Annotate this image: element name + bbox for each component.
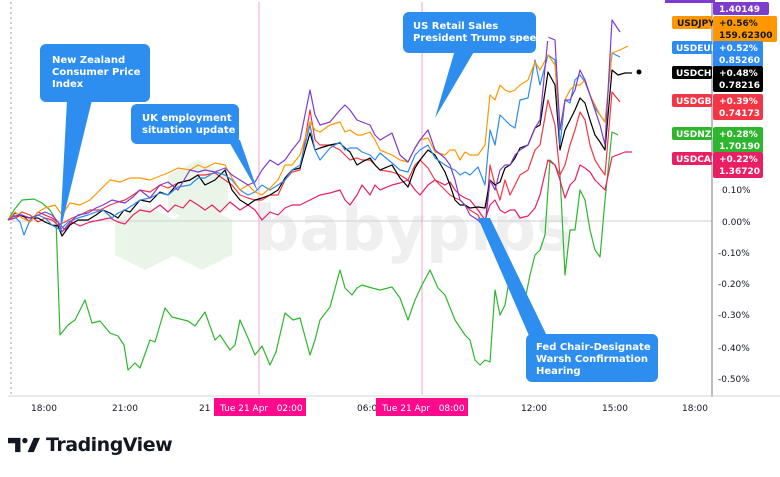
legend-tag-usdchf[interactable]: USDCHF +0.48% 0.78216 xyxy=(672,66,763,92)
callout-us-retail[interactable]: US Retail Sales President Trump speech xyxy=(403,12,549,118)
svg-text:21: 21 xyxy=(199,404,210,414)
legend-usdjpy-price: 159.62300 xyxy=(719,31,773,41)
legend-usdnzd-symbol: USDNZD xyxy=(676,130,719,140)
legend-usdgbp-price: 0.74173 xyxy=(719,109,760,119)
callout-uk-employment[interactable]: UK employment situation update xyxy=(131,104,258,192)
legend-usdjpy-change: +0.56% xyxy=(719,19,758,29)
svg-text:18:00: 18:00 xyxy=(31,404,57,414)
legend-tag-usdjpy[interactable]: USDJPY +0.56% 159.62300 xyxy=(672,16,777,42)
legend-tag-usdcad[interactable]: USDCAD +0.22% 1.36720 xyxy=(672,152,763,178)
x-axis-ticks: 18:00 21:00 21 06:0 12:00 15:00 18:00 xyxy=(31,404,708,414)
time-axis[interactable] xyxy=(8,397,712,419)
svg-text:-0.40%: -0.40% xyxy=(718,344,750,354)
svg-text:0.10%: 0.10% xyxy=(722,186,751,196)
series-usdnzd[interactable] xyxy=(7,131,619,371)
legend-usdgbp-symbol: USDGBP xyxy=(676,97,719,107)
legend-tag-purple[interactable]: 1.40149 xyxy=(665,0,769,15)
callout-uk-line1: UK employment xyxy=(142,113,232,124)
callout-uk-line2: situation update xyxy=(142,125,236,136)
series-usdchf[interactable] xyxy=(7,69,632,237)
legend-usdcad-change: +0.22% xyxy=(719,155,758,165)
legend-usdnzd-change: +0.28% xyxy=(719,130,758,140)
svg-text:0.00%: 0.00% xyxy=(722,218,751,228)
callout-fed-line3: Hearing xyxy=(536,366,581,377)
svg-text:18:00: 18:00 xyxy=(682,404,708,414)
time-marker-0800[interactable]: Tue 21 Apr 08:00 xyxy=(376,398,468,416)
time-marker-0800-label: Tue 21 Apr 08:00 xyxy=(381,404,465,414)
svg-text:-0.10%: -0.10% xyxy=(718,249,750,259)
legend-usdgbp-change: +0.39% xyxy=(719,97,758,107)
legend-usdeur-symbol: USDEUR xyxy=(676,44,718,54)
callout-fed-hearing[interactable]: Fed Chair-Designate Warsh Confirmation H… xyxy=(478,218,658,382)
legend-usdjpy-symbol: USDJPY xyxy=(677,19,715,29)
tradingview-logo[interactable]: TradingView xyxy=(8,433,173,457)
svg-text:06:0: 06:0 xyxy=(357,404,377,414)
callout-us-line2: President Trump speech xyxy=(413,33,549,44)
callout-fed-line2: Warsh Confirmation xyxy=(536,354,648,365)
legend-usdchf-symbol: USDCHF xyxy=(676,69,718,79)
callout-nz-cpi-line2: Consumer Price xyxy=(52,67,141,78)
svg-text:12:00: 12:00 xyxy=(521,404,547,414)
callout-nz-cpi-line3: Index xyxy=(52,79,84,90)
legend-tag-usdgbp[interactable]: USDGBP +0.39% 0.74173 xyxy=(672,94,763,120)
tradingview-wordmark: TradingView xyxy=(46,434,173,456)
legend-usdnzd-price: 1.70190 xyxy=(719,142,760,152)
legend-usdcad-price: 1.36720 xyxy=(719,167,760,177)
svg-text:-0.20%: -0.20% xyxy=(718,280,750,290)
tradingview-logo-icon xyxy=(8,437,40,453)
callout-nz-cpi-line1: New Zealand xyxy=(52,55,125,66)
callout-us-line1: US Retail Sales xyxy=(413,21,498,32)
legend-usdchf-price: 0.78216 xyxy=(719,81,760,91)
series-usd-purple[interactable] xyxy=(7,19,621,233)
legend-usdeur-price: 0.85260 xyxy=(719,56,760,66)
svg-text:-0.30%: -0.30% xyxy=(718,311,750,321)
watermark-text: babypips xyxy=(255,192,573,265)
series-usdcad[interactable] xyxy=(7,151,632,231)
legend-usdchf-change: +0.48% xyxy=(719,69,758,79)
legend-usdeur-change: +0.52% xyxy=(719,44,758,54)
callout-nz-cpi[interactable]: New Zealand Consumer Price Index xyxy=(40,44,150,232)
svg-text:21:00: 21:00 xyxy=(112,404,138,414)
legend-usdcad-symbol: USDCAD xyxy=(676,155,718,165)
y-axis-ticks: 0.10% 0.00% -0.10% -0.20% -0.30% -0.40% … xyxy=(718,186,751,385)
svg-text:15:00: 15:00 xyxy=(602,404,628,414)
time-marker-0200-label: Tue 21 Apr 02:00 xyxy=(219,404,303,414)
legend-purple-price: 1.40149 xyxy=(719,5,760,15)
svg-text:-0.50%: -0.50% xyxy=(718,375,750,385)
legend-tag-usdnzd[interactable]: USDNZD +0.28% 1.70190 xyxy=(672,127,763,153)
usdchf-last-point xyxy=(636,69,642,75)
callout-fed-line1: Fed Chair-Designate xyxy=(536,342,651,353)
time-marker-0200[interactable]: Tue 21 Apr 02:00 xyxy=(214,398,306,416)
series-usdeur[interactable] xyxy=(7,52,621,236)
legend-tag-usdeur[interactable]: USDEUR +0.52% 0.85260 xyxy=(672,41,763,67)
